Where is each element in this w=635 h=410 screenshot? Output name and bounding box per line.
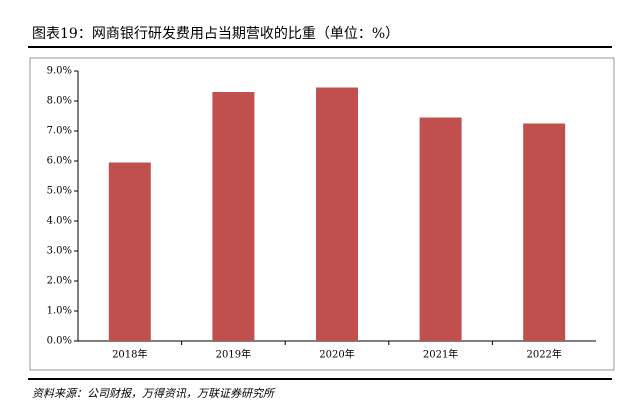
y-tick-label: 0.0% [47, 336, 72, 347]
y-tick-label: 1.0% [47, 306, 72, 317]
chart-title: 图表19：网商银行研发费用占当期营收的比重（单位：%） [32, 26, 399, 42]
x-tick-label: 2022年 [526, 348, 561, 361]
bar [212, 92, 255, 341]
bar [108, 162, 151, 341]
bar [523, 123, 566, 341]
y-tick-label: 3.0% [47, 246, 72, 257]
chart-frame [29, 57, 615, 371]
y-tick-label: 6.0% [47, 156, 72, 167]
source-note: 资料来源：公司财报，万得资讯，万联证券研究所 [32, 387, 276, 400]
y-tick-label: 2.0% [47, 276, 72, 287]
y-tick-label: 7.0% [47, 126, 72, 137]
y-tick-label: 8.0% [47, 96, 72, 107]
x-tick-label: 2021年 [423, 348, 458, 361]
y-tick-label: 4.0% [47, 216, 72, 227]
bar [316, 87, 358, 341]
x-tick-label: 2019年 [216, 348, 251, 361]
y-tick-label: 5.0% [47, 186, 72, 197]
y-tick-label: 9.0% [47, 66, 72, 77]
bar [419, 117, 462, 341]
x-tick-label: 2018年 [112, 348, 147, 361]
x-tick-label: 2020年 [319, 348, 354, 361]
